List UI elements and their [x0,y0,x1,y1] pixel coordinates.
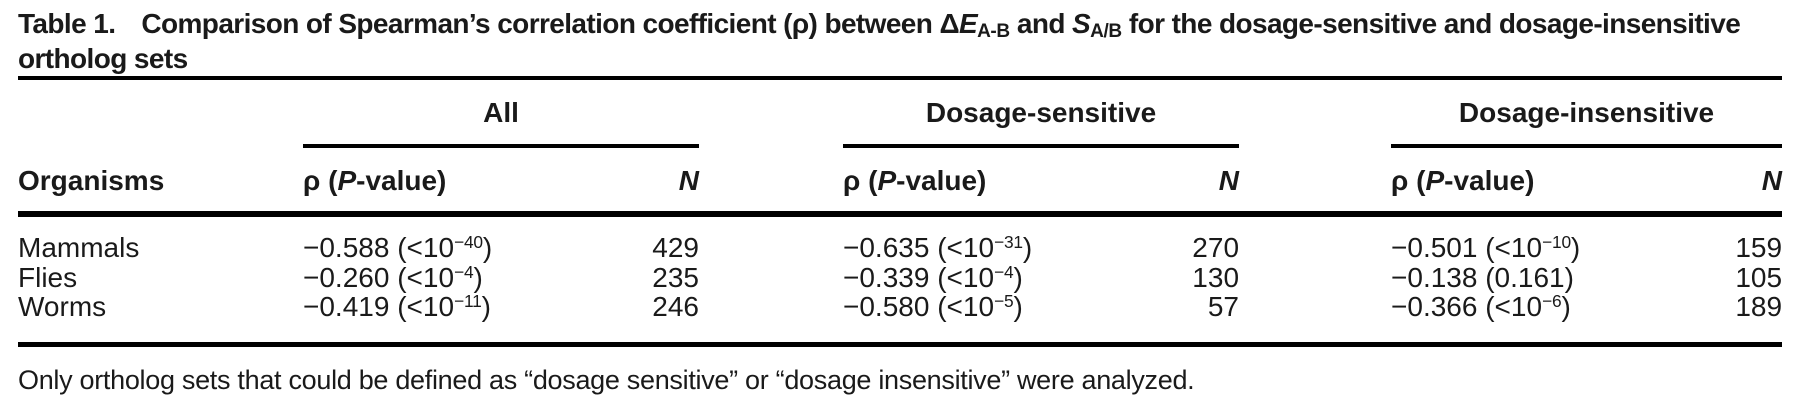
rho-value: −0.419 (<10 [303,291,455,322]
value-label: -value) [356,165,447,196]
row-gap [1239,214,1391,263]
table-number: Table 1. [18,8,116,39]
correlation-table: All Dosage-sensitive Dosage-insensitive … [18,76,1783,347]
rho-close: ) [482,232,493,263]
exponent: −4 [994,261,1014,282]
exponent: −4 [454,261,474,282]
header-gap-1 [699,146,843,217]
exponent: −6 [1542,291,1562,311]
group-gap-1 [699,78,843,146]
title-text-3: for the dosage-sensitive and dosage-inse… [18,8,1741,74]
rho-close: ) [481,291,491,322]
row-gap [1239,292,1391,344]
group-header-row: All Dosage-sensitive Dosage-insensitive [18,78,1783,148]
exponent: −11 [454,291,482,311]
rho-cell-all: −0.260 (<10−4) [303,261,553,293]
n-cell-insensitive: 189 [1735,291,1783,322]
n-header-sensitive: N [1093,146,1240,217]
rho-label: ρ ( [1391,165,1426,196]
rho-cell-insensitive: −0.366 (<10−6) [1391,292,1641,344]
title-text-1: Comparison of Spearman’s correlation coe… [141,8,959,39]
rho-close: ) [1570,232,1581,263]
table-row-worms: Worms −0.419 (<10−11) 246 −0.580 (<10−5)… [18,292,1782,344]
table-footnote: Only ortholog sets that could be defined… [18,364,1195,395]
n-cell-sensitive: 130 [1192,261,1240,293]
rho-close: ) [473,261,483,293]
rho-close: ) [1022,232,1033,263]
table-row-mammals: Mammals −0.588 (<10−40) 429 −0.635 (<10−… [18,214,1782,263]
column-header-row: Organisms ρ (P-value) N ρ (P-value) N ρ … [18,146,1783,217]
value-label: -value) [896,165,987,196]
title-text-2: and [1009,8,1073,39]
exponent: −31 [994,232,1023,252]
table-row-flies: Flies −0.260 (<10−4) 235 −0.339 (<10−4) … [18,261,1783,293]
row-gap [699,292,843,344]
group-header-spacer [18,78,303,146]
title-e-symbol: E [958,8,978,39]
rho-cell-all: −0.588 (<10−40) [303,214,553,263]
group-header-dosage-insensitive: Dosage-insensitive [1391,78,1783,148]
organism-cell: Worms [18,291,107,322]
rho-value: −0.635 (<10 [843,232,995,263]
exponent: −10 [1542,232,1571,252]
rho-value: −0.501 (<10 [1391,232,1543,263]
p-symbol: P [337,165,357,196]
rho-value: −0.138 (0.161) [1391,261,1574,293]
paper-table-figure: Table 1. Comparison of Spearman’s correla… [18,6,1783,395]
p-symbol: P [1425,165,1445,196]
value-label: -value) [1444,165,1535,196]
n-cell-all: 246 [652,291,699,322]
rho-cell-sensitive: −0.580 (<10−5) [843,292,1093,344]
group-gap-2 [1239,78,1391,146]
header-gap-2 [1239,146,1392,217]
n-cell-all: 235 [652,261,699,293]
n-header-insensitive: N [1641,146,1783,217]
rho-pvalue-header-sensitive: ρ (P-value) [843,146,1093,217]
rho-cell-sensitive: −0.635 (<10−31) [843,214,1093,263]
n-cell-insensitive: 159 [1735,232,1783,263]
rho-label: ρ ( [843,165,878,196]
rho-cell-sensitive: −0.339 (<10−4) [843,261,1093,293]
n-cell-sensitive: 270 [1192,232,1240,263]
row-gap [699,263,843,293]
row-gap [699,214,843,263]
rho-value: −0.580 (<10 [843,291,995,322]
group-header-dosage-sensitive: Dosage-sensitive [843,78,1240,148]
rho-pvalue-header-all: ρ (P-value) [303,146,553,217]
rho-close: ) [1013,291,1023,322]
rho-cell-insensitive: −0.138 (0.161) [1391,261,1641,293]
rho-value: −0.366 (<10 [1391,291,1543,322]
organism-cell: Mammals [18,232,140,263]
group-header-all: All [303,78,699,148]
rho-label: ρ ( [303,165,338,196]
p-symbol: P [877,165,897,196]
exponent: −5 [994,291,1014,311]
rho-cell-insensitive: −0.501 (<10−10) [1391,214,1641,263]
rho-pvalue-header-insensitive: ρ (P-value) [1391,146,1642,217]
organisms-header: Organisms [18,146,303,217]
n-header-all: N [553,146,699,217]
rho-cell-all: −0.419 (<10−11) [303,292,553,344]
rho-close: ) [1561,291,1571,322]
exponent: −40 [454,232,483,252]
row-gap [1239,263,1391,293]
n-cell-all: 429 [652,232,699,263]
rho-value: −0.260 (<10 [303,261,455,293]
rho-value: −0.339 (<10 [843,261,995,293]
rho-value: −0.588 (<10 [303,232,455,263]
rho-close: ) [1013,261,1023,293]
title-s-symbol: S [1072,8,1091,39]
organism-cell: Flies [18,261,78,293]
n-cell-insensitive: 105 [1735,261,1783,293]
title-s-subscript: A/B [1090,21,1122,42]
table-title: Table 1. Comparison of Spearman’s correla… [18,6,1782,76]
n-cell-sensitive: 57 [1207,291,1240,322]
title-e-subscript: A-B [977,21,1010,42]
